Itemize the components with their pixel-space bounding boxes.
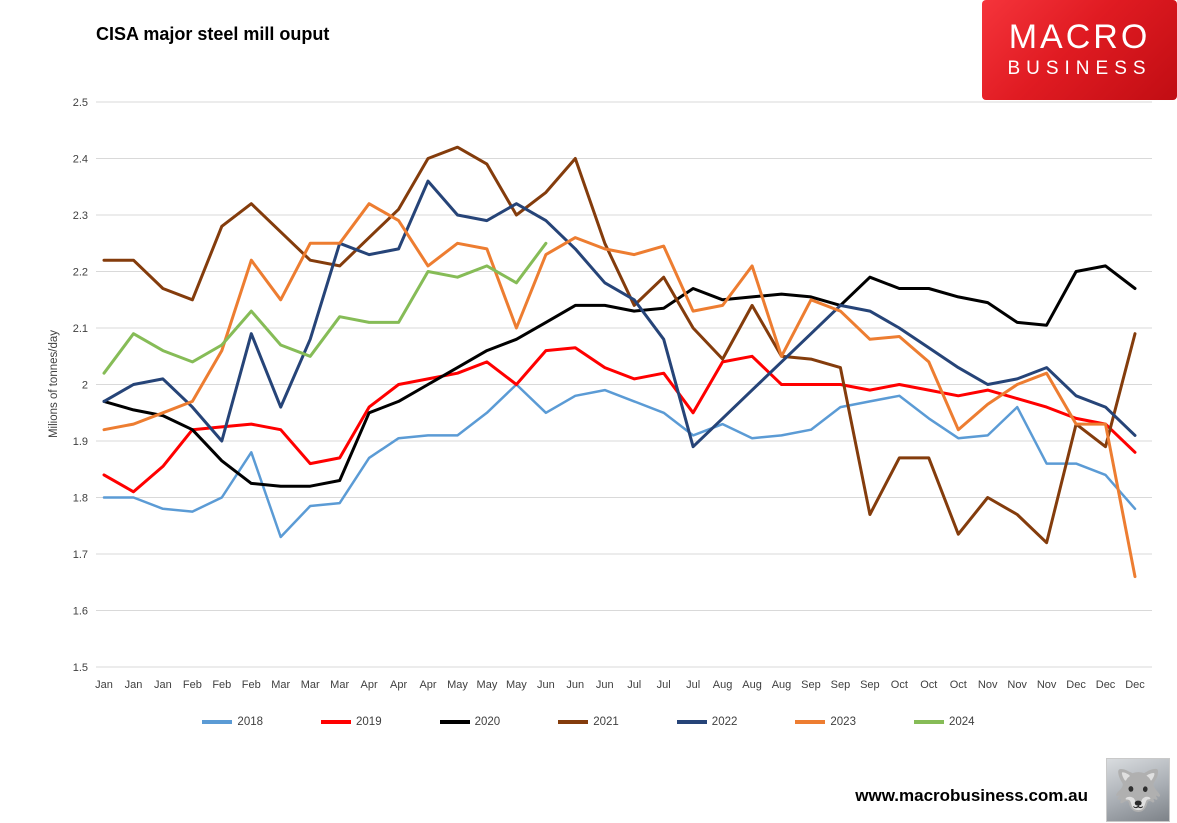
logo-text-macro: MACRO [1008,18,1151,57]
legend-label-2021: 2021 [593,716,619,728]
svg-text:Aug: Aug [742,679,762,691]
svg-text:1.9: 1.9 [73,436,88,448]
svg-text:Nov: Nov [1007,679,1027,691]
svg-text:Sep: Sep [860,679,880,691]
legend-item-2021: 2021 [558,716,619,728]
svg-text:Nov: Nov [1037,679,1057,691]
svg-text:Nov: Nov [978,679,998,691]
svg-text:Aug: Aug [713,679,733,691]
svg-text:Jan: Jan [154,679,172,691]
svg-text:Feb: Feb [183,679,202,691]
legend-label-2019: 2019 [356,716,382,728]
legend-item-2018: 2018 [202,716,263,728]
svg-text:Jul: Jul [657,679,671,691]
legend-item-2020: 2020 [439,716,501,728]
svg-text:2.1: 2.1 [73,323,88,335]
wolf-icon: 🐺 [1106,758,1170,822]
page-title: CISA major steel mill ouput [96,24,330,44]
y-axis-title: Milions of tonnes/day [48,330,60,438]
legend-swatch-2018 [202,720,233,724]
svg-text:Oct: Oct [920,679,937,691]
legend-label-2020: 2020 [474,716,501,728]
series-line-2018 [102,383,1137,539]
legend-item-2022: 2022 [676,716,738,728]
legend-swatch-2021 [558,720,589,724]
svg-text:Jan: Jan [95,679,113,691]
svg-text:Aug: Aug [772,679,792,691]
series-line-2020 [102,264,1137,488]
legend-item-2024: 2024 [913,716,975,728]
legend-swatch-2020 [439,720,470,724]
svg-text:May: May [506,679,527,691]
legend-swatch-2022 [676,720,707,724]
svg-text:Dec: Dec [1066,679,1086,691]
svg-text:Mar: Mar [301,679,320,691]
svg-text:Jun: Jun [566,679,584,691]
series-line-2023 [102,202,1137,579]
svg-text:Mar: Mar [271,679,290,691]
series-line-2021 [102,145,1137,545]
svg-text:May: May [447,679,468,691]
svg-text:Sep: Sep [801,679,821,691]
legend-label-2023: 2023 [830,716,856,728]
logo-text-business: BUSINESS [1007,57,1152,79]
svg-text:Apr: Apr [390,679,407,691]
svg-text:Dec: Dec [1125,679,1145,691]
legend-swatch-2023 [795,720,826,724]
chart-legend: 2018 2019 2020 2021 2022 2023 2024 [0,716,1177,728]
svg-text:May: May [477,679,498,691]
svg-text:Oct: Oct [891,679,908,691]
footer-website-url: www.macrobusiness.com.au [855,786,1088,805]
legend-item-2023: 2023 [795,716,856,728]
svg-text:2.4: 2.4 [73,154,88,166]
legend-label-2024: 2024 [948,716,975,728]
svg-text:Feb: Feb [212,679,231,691]
legend-swatch-2024 [913,720,944,724]
series-line-2024 [102,241,548,375]
svg-text:Sep: Sep [831,679,851,691]
svg-text:2.2: 2.2 [73,267,88,279]
x-axis-tick-labels: Jan Jan Jan Feb Feb Feb Mar Mar Mar Apr Apr Apr May M… [95,679,1145,691]
series-line-2019 [102,346,1137,494]
chart-canvas: 2.52.42.32.22.121.91.81.71.61.5 Jan Jan Ja… [48,97,1152,691]
svg-text:1.7: 1.7 [73,549,88,561]
svg-text:2: 2 [82,380,88,392]
svg-text:Oct: Oct [950,679,967,691]
svg-text:Jan: Jan [125,679,143,691]
svg-text:1.8: 1.8 [73,493,88,505]
series-line-2022 [102,179,1137,449]
svg-text:2.5: 2.5 [73,97,88,109]
svg-text:1.5: 1.5 [73,662,88,674]
svg-text:Jun: Jun [596,679,614,691]
macrobusiness-logo: MACRO BUSINESS [982,0,1177,100]
svg-text:Jul: Jul [686,679,700,691]
svg-text:Feb: Feb [242,679,261,691]
svg-text:Mar: Mar [330,679,349,691]
legend-label-2022: 2022 [711,716,738,728]
y-axis-tick-labels: 2.5 2.4 2.3 2.2 2.1 2 1.9 1.8 1.7 1.6 1.5 [73,97,88,674]
svg-text:2.3: 2.3 [73,210,88,222]
svg-text:Apr: Apr [419,679,436,691]
svg-text:Dec: Dec [1096,679,1116,691]
legend-label-2018: 2018 [237,716,264,728]
svg-text:Apr: Apr [361,679,378,691]
svg-text:Jul: Jul [627,679,641,691]
svg-text:1.6: 1.6 [73,606,88,618]
svg-text:Jun: Jun [537,679,555,691]
legend-swatch-2019 [321,720,352,724]
legend-item-2019: 2019 [321,716,382,728]
series-lines [102,145,1137,579]
